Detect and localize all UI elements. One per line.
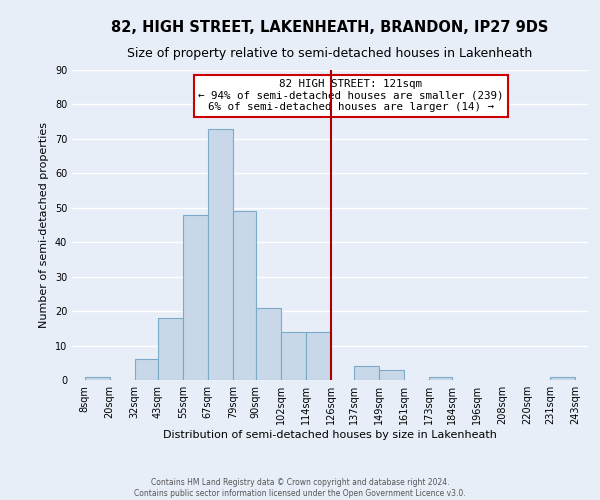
Text: 82, HIGH STREET, LAKENHEATH, BRANDON, IP27 9DS: 82, HIGH STREET, LAKENHEATH, BRANDON, IP… [112,20,548,35]
Bar [306,332,331,380]
Text: Size of property relative to semi-detached houses in Lakenheath: Size of property relative to semi-detach… [127,48,533,60]
Bar [256,308,281,380]
Y-axis label: Number of semi-detached properties: Number of semi-detached properties [39,122,49,328]
X-axis label: Distribution of semi-detached houses by size in Lakenheath: Distribution of semi-detached houses by … [163,430,497,440]
Bar [134,360,158,380]
Bar [233,211,256,380]
Bar [85,376,110,380]
Bar [208,128,233,380]
Bar [550,376,575,380]
Bar [379,370,404,380]
Text: Contains HM Land Registry data © Crown copyright and database right 2024.
Contai: Contains HM Land Registry data © Crown c… [134,478,466,498]
Bar [183,214,208,380]
Text: 82 HIGH STREET: 121sqm
← 94% of semi-detached houses are smaller (239)
6% of sem: 82 HIGH STREET: 121sqm ← 94% of semi-det… [198,80,503,112]
Bar [158,318,183,380]
Bar [281,332,306,380]
Bar [429,376,452,380]
Bar [354,366,379,380]
